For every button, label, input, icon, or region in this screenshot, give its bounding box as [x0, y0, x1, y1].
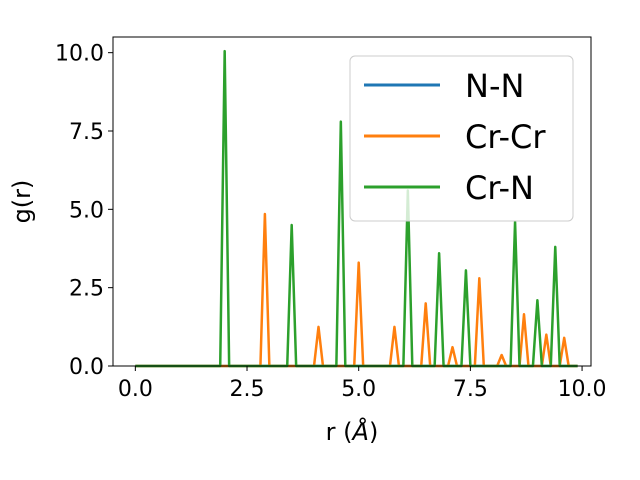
legend: N-N Cr-Cr Cr-N [349, 55, 574, 222]
x-tick-label: 7.5 [453, 377, 488, 402]
x-axis-ticks: 0.0 2.5 5.0 7.5 10.0 [118, 366, 607, 402]
legend-label-cr-n: Cr-N [465, 169, 534, 207]
y-tick-label: 2.5 [69, 277, 104, 302]
x-tick-label: 0.0 [118, 377, 153, 402]
x-tick-label: 10.0 [558, 377, 607, 402]
plot-frame [112, 36, 592, 367]
legend-label-cr-cr: Cr-Cr [465, 118, 546, 156]
y-tick-label: 5.0 [69, 198, 104, 223]
y-tick-label: 0.0 [69, 355, 104, 380]
y-tick-label: 10.0 [55, 42, 104, 67]
series-line-cr-cr [135, 212, 578, 368]
x-tick-label: 5.0 [341, 377, 376, 402]
x-tick-label: 2.5 [230, 377, 265, 402]
legend-box [349, 55, 574, 222]
y-tick-label: 7.5 [69, 120, 104, 145]
y-axis-label: g(r) [8, 180, 36, 224]
legend-label-n-n: N-N [465, 67, 524, 105]
series-line-cr-n [135, 49, 578, 368]
y-axis-ticks: 0.0 2.5 5.0 7.5 10.0 [55, 42, 113, 380]
x-axis-label: r (Å) [326, 417, 379, 446]
